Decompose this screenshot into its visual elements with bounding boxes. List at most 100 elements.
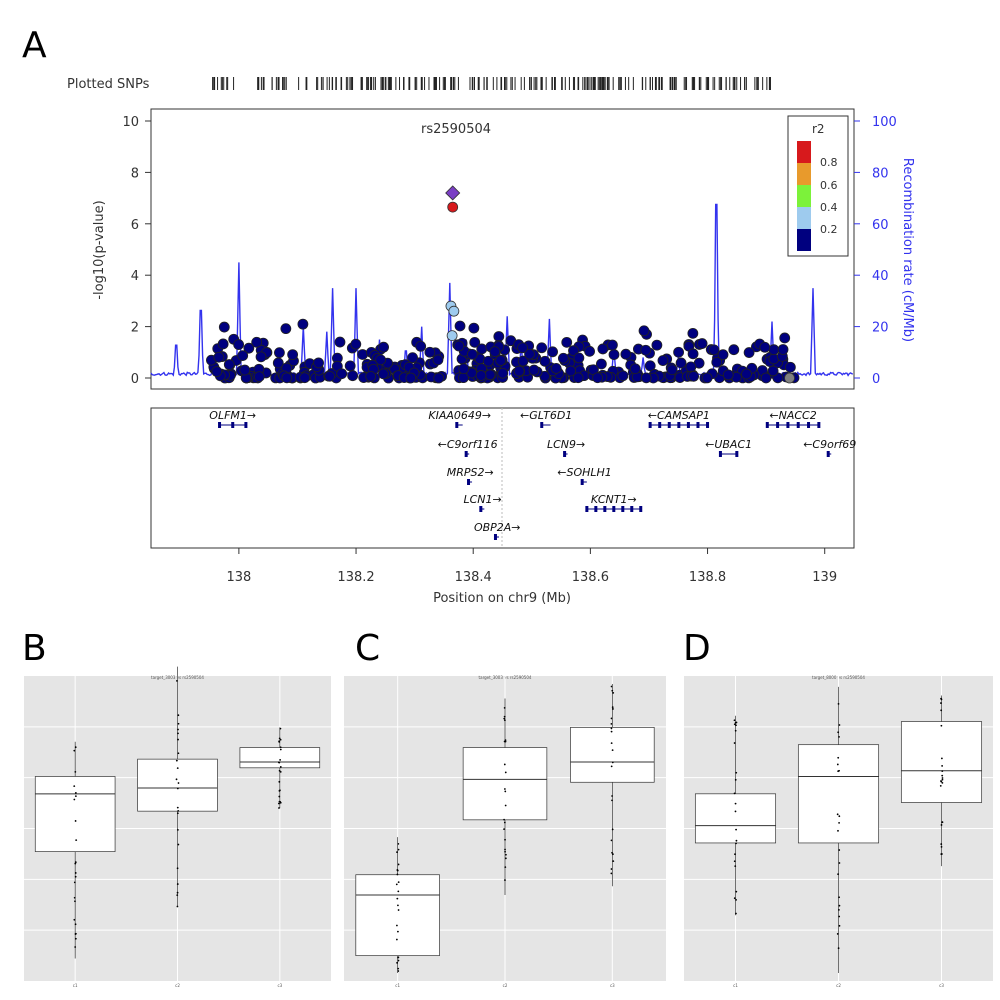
boxplot-dot <box>837 947 840 950</box>
snp-point <box>280 323 292 335</box>
x-axis: 138 138.2 138.4 138.6 138.8 139 <box>226 548 837 585</box>
boxplot-box <box>570 726 655 783</box>
boxplot-dot <box>176 812 179 815</box>
boxplot-dot <box>940 757 943 760</box>
boxplot-dot <box>838 849 841 851</box>
snp-point <box>237 350 249 362</box>
gene-exon <box>817 422 821 428</box>
boxplot-dot <box>396 851 398 854</box>
snp-point <box>685 361 697 373</box>
plotted-snps-label: Plotted SNPs <box>67 77 150 92</box>
snp-point <box>469 336 481 348</box>
boxplot-dot <box>177 728 179 731</box>
snp-point <box>688 370 700 382</box>
snp-point <box>584 345 595 357</box>
snp-point <box>233 339 245 350</box>
boxplot-dot <box>940 843 943 845</box>
boxplot-dot <box>75 839 78 842</box>
boxplot-dot <box>941 770 944 773</box>
boxplot-dot <box>837 873 839 876</box>
boxplot-dot <box>397 956 399 959</box>
gene-exon <box>696 422 700 428</box>
gene-exon <box>218 422 222 428</box>
snp-point <box>539 355 551 367</box>
boxplot-dot <box>74 861 77 864</box>
snp-point <box>375 354 387 366</box>
boxplot-category-label: c2 <box>503 983 508 988</box>
snp-point <box>223 359 235 370</box>
gene-track: OLFM1→ KIAA0649→ ←GLT6D1 ←CAMSAP1 ←NACC2 ←C9o… <box>209 409 856 540</box>
gene-exon <box>796 422 800 428</box>
boxplot-dot <box>836 763 839 766</box>
boxplot-dot <box>505 853 507 856</box>
gene-exon <box>244 422 248 428</box>
snp-point <box>432 354 444 366</box>
gene-exon <box>585 506 589 512</box>
boxplot-dot <box>175 778 178 781</box>
gene-label: LCN1→ <box>463 493 501 506</box>
highlight-snp-point <box>448 305 460 317</box>
boxplot-dot <box>836 933 839 935</box>
snp-point <box>675 357 687 369</box>
boxplot-dot <box>610 839 613 842</box>
boxplot-dot <box>940 853 943 855</box>
snp-point <box>350 338 362 350</box>
boxplot-dot <box>610 765 613 768</box>
boxplot-dot <box>74 820 77 822</box>
gene-exon <box>603 506 607 512</box>
boxplot-dot <box>941 765 944 767</box>
boxplot-dot <box>278 737 281 740</box>
panel-label-c: C <box>355 628 380 669</box>
boxplot-dot <box>940 845 943 848</box>
boxplot-dot <box>838 735 840 738</box>
boxplot-dot <box>838 924 841 927</box>
snp-point <box>741 368 752 380</box>
lead-snp-diamond <box>445 185 461 201</box>
panel-label-a: A <box>22 25 47 66</box>
boxplot-category-label: c3 <box>277 983 282 988</box>
boxplot-dot <box>503 715 506 718</box>
boxplot-dot <box>74 900 76 903</box>
boxplot-dot <box>611 851 613 854</box>
snp-point <box>722 369 734 381</box>
snp-point <box>607 339 618 351</box>
gene-exon <box>621 506 625 512</box>
boxplot-dot <box>175 759 178 762</box>
boxplot-dot <box>504 771 507 774</box>
boxplot-category-label: c1 <box>73 983 78 988</box>
y-tick-label: 10 <box>122 115 139 130</box>
boxplot-dot <box>503 828 505 830</box>
legend-label-0.6: 0.6 <box>820 179 838 192</box>
boxplot-dot <box>734 865 737 868</box>
boxplot-dot <box>612 860 615 862</box>
boxplot-dot <box>279 765 282 768</box>
boxplot-dot <box>734 853 736 856</box>
snp-point <box>217 338 229 350</box>
snp-point <box>299 372 311 384</box>
boxplot-dot <box>73 785 76 787</box>
boxplot-dot <box>940 724 943 727</box>
boxplot-dot <box>939 784 942 787</box>
boxplot-dot <box>278 769 281 772</box>
snp-point <box>557 352 569 364</box>
gene-exon <box>231 422 235 428</box>
boxplot-dot <box>279 759 282 761</box>
snp-point <box>644 360 656 372</box>
snp-point <box>458 363 470 375</box>
snp-point <box>336 368 348 380</box>
snp-point <box>528 364 540 376</box>
snp-point <box>696 338 708 349</box>
x-tick-label: 138 <box>226 570 251 585</box>
boxplot-dot <box>503 763 506 766</box>
plotted-snps-track <box>212 77 771 90</box>
snp-point <box>617 370 629 382</box>
y2-tick-label: 100 <box>872 115 897 130</box>
y-tick-label: 8 <box>131 166 139 181</box>
boxplot-dot <box>611 799 613 802</box>
x-axis-title: Position on chr9 (Mb) <box>433 591 571 606</box>
gene-label: ←GLT6D1 <box>520 409 572 422</box>
snp-point <box>743 347 755 358</box>
snp-point <box>313 357 324 369</box>
boxplot-dot <box>74 795 77 798</box>
